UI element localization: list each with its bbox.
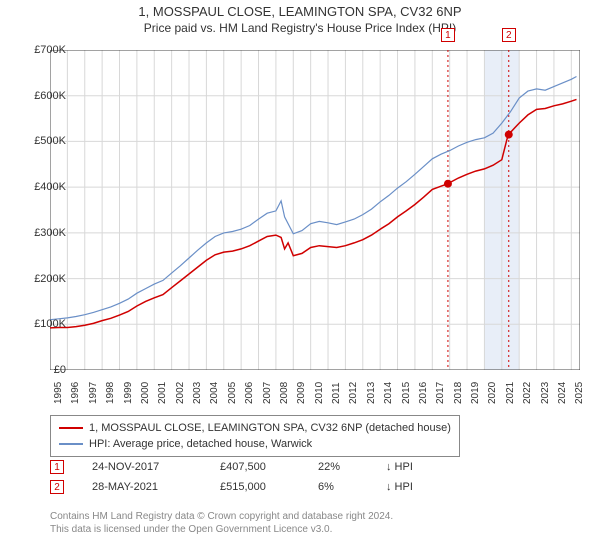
- x-tick-label: 2000: [140, 382, 151, 404]
- legend-swatch: [59, 427, 83, 429]
- x-tick-label: 2002: [175, 382, 186, 404]
- x-tick-label: 2015: [401, 382, 412, 404]
- legend-swatch: [59, 443, 83, 445]
- y-tick-label: £700K: [20, 44, 66, 56]
- sale-pct: 22%: [318, 461, 358, 473]
- sale-marker-badge: 1: [441, 28, 455, 42]
- sale-direction: ↓ HPI: [386, 461, 413, 473]
- x-tick-label: 2010: [314, 382, 325, 404]
- x-tick-label: 2021: [505, 382, 516, 404]
- sale-date: 24-NOV-2017: [92, 461, 192, 473]
- x-tick-label: 1996: [70, 382, 81, 404]
- sale-marker-badge: 2: [502, 28, 516, 42]
- y-tick-label: £400K: [20, 181, 66, 193]
- x-tick-label: 2017: [435, 382, 446, 404]
- x-tick-label: 2007: [262, 382, 273, 404]
- x-tick-label: 2016: [418, 382, 429, 404]
- chart-title: 1, MOSSPAUL CLOSE, LEAMINGTON SPA, CV32 …: [0, 0, 600, 19]
- x-tick-label: 2024: [557, 382, 568, 404]
- x-tick-label: 2022: [522, 382, 533, 404]
- sale-price: £515,000: [220, 481, 290, 493]
- x-tick-label: 1998: [105, 382, 116, 404]
- sale-row: 1 24-NOV-2017 £407,500 22% ↓ HPI: [50, 460, 413, 474]
- chart-svg: [50, 50, 580, 370]
- legend-label: 1, MOSSPAUL CLOSE, LEAMINGTON SPA, CV32 …: [89, 420, 451, 436]
- page: 1, MOSSPAUL CLOSE, LEAMINGTON SPA, CV32 …: [0, 0, 600, 560]
- x-tick-label: 2001: [157, 382, 168, 404]
- x-tick-label: 1997: [88, 382, 99, 404]
- sale-number-badge: 1: [50, 460, 64, 474]
- x-tick-label: 2014: [383, 382, 394, 404]
- x-tick-label: 2011: [331, 382, 342, 404]
- sale-date: 28-MAY-2021: [92, 481, 192, 493]
- x-tick-label: 2006: [244, 382, 255, 404]
- sale-pct: 6%: [318, 481, 358, 493]
- x-tick-label: 2023: [540, 382, 551, 404]
- y-tick-label: £300K: [20, 227, 66, 239]
- legend-item: 1, MOSSPAUL CLOSE, LEAMINGTON SPA, CV32 …: [59, 420, 451, 436]
- footer-line-2: This data is licensed under the Open Gov…: [50, 523, 393, 536]
- y-tick-label: £600K: [20, 90, 66, 102]
- x-tick-label: 2020: [487, 382, 498, 404]
- legend-label: HPI: Average price, detached house, Warw…: [89, 436, 312, 452]
- x-tick-label: 1995: [53, 382, 64, 404]
- footer-attribution: Contains HM Land Registry data © Crown c…: [50, 510, 393, 536]
- x-tick-label: 2008: [279, 382, 290, 404]
- x-tick-label: 2009: [296, 382, 307, 404]
- x-tick-label: 2025: [574, 382, 585, 404]
- chart-plot-area: 12: [50, 50, 580, 370]
- x-tick-label: 2003: [192, 382, 203, 404]
- x-tick-label: 2004: [209, 382, 220, 404]
- y-tick-label: £500K: [20, 135, 66, 147]
- sale-row: 2 28-MAY-2021 £515,000 6% ↓ HPI: [50, 480, 413, 494]
- footer-line-1: Contains HM Land Registry data © Crown c…: [50, 510, 393, 523]
- sale-number-badge: 2: [50, 480, 64, 494]
- x-tick-label: 2019: [470, 382, 481, 404]
- x-tick-label: 2012: [348, 382, 359, 404]
- legend-box: 1, MOSSPAUL CLOSE, LEAMINGTON SPA, CV32 …: [50, 415, 460, 457]
- sale-markers-table: 1 24-NOV-2017 £407,500 22% ↓ HPI 2 28-MAY-2021…: [50, 460, 413, 500]
- x-tick-label: 2013: [366, 382, 377, 404]
- y-tick-label: £100K: [20, 318, 66, 330]
- sale-price: £407,500: [220, 461, 290, 473]
- sale-direction: ↓ HPI: [386, 481, 413, 493]
- x-tick-label: 1999: [123, 382, 134, 404]
- y-tick-label: £200K: [20, 273, 66, 285]
- x-tick-label: 2005: [227, 382, 238, 404]
- legend-item: HPI: Average price, detached house, Warw…: [59, 436, 451, 452]
- x-tick-label: 2018: [453, 382, 464, 404]
